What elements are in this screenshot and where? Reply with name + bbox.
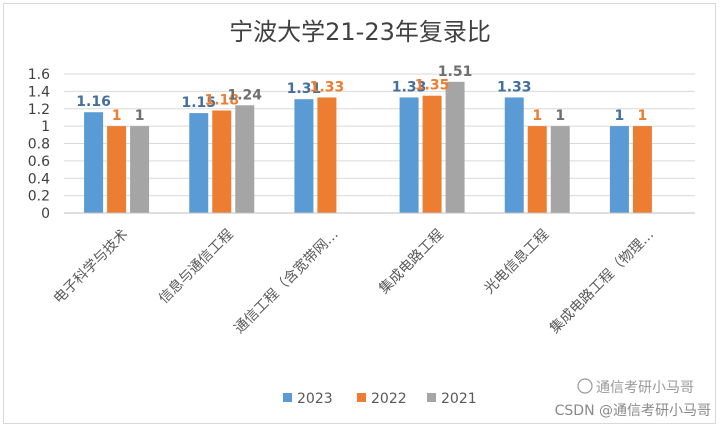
data-label-2022-0: 1 [112, 108, 122, 124]
x-tick-label: 通信工程（含宽带网… [231, 226, 342, 337]
bar-2021-1 [235, 105, 255, 213]
legend: 2023 2022 2021 [283, 391, 477, 407]
y-tick-label: 0.4 [28, 171, 50, 187]
bar-2023-1 [189, 113, 209, 213]
y-tick-label: 0.6 [28, 154, 50, 170]
legend-label-2021: 2021 [441, 391, 477, 407]
legend-swatch-2021 [427, 393, 436, 402]
bar-2022-4 [527, 126, 547, 213]
bar-2023-3 [399, 97, 419, 213]
wechat-icon [577, 378, 593, 394]
legend-label-2023: 2023 [297, 391, 333, 407]
data-label-2023-4: 1.33 [497, 79, 532, 95]
data-label-2021-0: 1 [135, 108, 145, 124]
x-tick-label: 信息与通信工程 [155, 226, 236, 307]
bar-2023-4 [504, 97, 524, 213]
bar-2022-1 [212, 110, 232, 213]
data-label-2023-0: 1.16 [76, 94, 111, 110]
data-label-2022-3: 1.35 [415, 78, 450, 94]
y-tick-label: 1.4 [28, 84, 50, 100]
watermark: 通信考研小马哥 CSDN @通信考研小马哥 [555, 378, 711, 419]
bar-2021-0 [130, 126, 150, 213]
data-label-2023-3: 1.33 [392, 79, 427, 95]
watermark-brand: 通信考研小马哥 [596, 380, 694, 396]
data-label-2023-2: 1.31 [287, 81, 322, 97]
data-label-2022-2: 1.33 [310, 79, 345, 95]
data-label-2023-5: 1 [615, 108, 625, 124]
y-tick-label: 0.8 [28, 137, 50, 153]
legend-label-2022: 2022 [371, 391, 407, 407]
bar-2023-5 [609, 126, 629, 213]
data-label-2021-4: 1 [555, 108, 565, 124]
bar-2022-3 [422, 95, 442, 213]
bars [84, 81, 652, 213]
y-tick-label: 0.2 [28, 189, 50, 205]
x-tick-label: 集成电路工程（物理… [546, 226, 657, 337]
gridlines [64, 73, 695, 214]
y-axis: 00.2 0.40.60.8 11.2 1.41.6 [28, 67, 50, 222]
data-label-2023-1: 1.15 [181, 95, 216, 111]
chart-title: 宁波大学21-23年复录比 [229, 18, 491, 46]
data-label-2022-5: 1 [638, 108, 648, 124]
y-tick-label: 0 [41, 206, 50, 222]
bar-2021-4 [550, 126, 570, 213]
data-label-2022-1: 1.18 [204, 92, 239, 108]
bar-2023-2 [294, 99, 314, 213]
bar-2022-2 [317, 97, 337, 213]
x-tick-label: 集成电路工程 [375, 226, 446, 297]
bar-2022-0 [107, 126, 127, 213]
bar-2023-0 [84, 112, 104, 213]
legend-swatch-2023 [283, 393, 292, 402]
x-tick-label: 光电信息工程 [481, 226, 552, 297]
data-label-2021-3: 1.51 [438, 64, 473, 80]
data-label-2022-4: 1 [532, 108, 542, 124]
bar-2022-5 [632, 126, 652, 213]
y-tick-label: 1.2 [28, 102, 50, 118]
y-tick-label: 1.6 [28, 67, 50, 83]
y-tick-label: 1 [41, 119, 50, 135]
x-tick-label: 电子科学与技术 [51, 227, 132, 308]
legend-swatch-2022 [357, 393, 366, 402]
watermark-credit: CSDN @通信考研小马哥 [555, 403, 711, 419]
data-label-2021-1: 1.24 [227, 87, 262, 103]
bar-2021-3 [445, 81, 465, 213]
